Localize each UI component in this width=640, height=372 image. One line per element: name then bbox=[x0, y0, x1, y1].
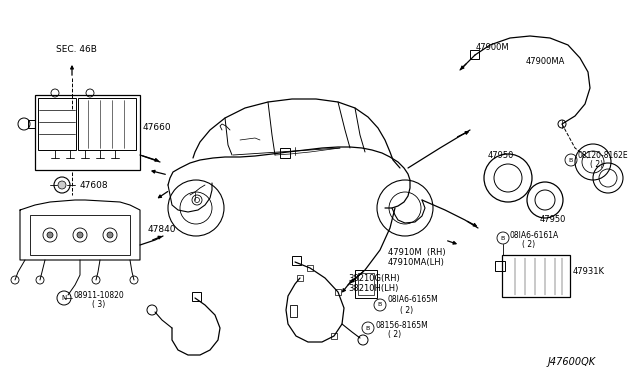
Text: ( 2): ( 2) bbox=[400, 305, 413, 314]
Text: ( 2): ( 2) bbox=[522, 241, 535, 250]
Bar bbox=[290, 305, 297, 317]
Bar bbox=[35, 95, 140, 170]
Text: 08156-8165M: 08156-8165M bbox=[375, 321, 428, 330]
Text: N: N bbox=[61, 295, 67, 301]
Bar bbox=[38, 98, 76, 150]
Bar bbox=[78, 98, 136, 150]
Bar bbox=[355, 270, 377, 298]
Text: B: B bbox=[500, 235, 504, 241]
Bar bbox=[280, 148, 290, 158]
Text: B: B bbox=[568, 157, 572, 163]
Text: 08911-10820: 08911-10820 bbox=[74, 291, 125, 299]
Text: 08IA6-6161A: 08IA6-6161A bbox=[510, 231, 559, 240]
Circle shape bbox=[107, 232, 113, 238]
Bar bbox=[292, 256, 301, 265]
Text: 47950: 47950 bbox=[540, 215, 566, 224]
Text: 08120-8162E: 08120-8162E bbox=[578, 151, 628, 160]
Text: 47910MA(LH): 47910MA(LH) bbox=[388, 257, 445, 266]
Bar bbox=[358, 273, 374, 295]
Bar bbox=[335, 289, 341, 295]
Text: 47660: 47660 bbox=[143, 124, 172, 132]
Bar bbox=[331, 333, 337, 339]
Text: 47900MA: 47900MA bbox=[526, 58, 565, 67]
Text: 47950: 47950 bbox=[488, 151, 515, 160]
Text: 47931K: 47931K bbox=[573, 267, 605, 276]
Text: SEC. 46B: SEC. 46B bbox=[56, 45, 97, 55]
Circle shape bbox=[58, 181, 66, 189]
Text: 47900M: 47900M bbox=[476, 42, 509, 51]
Bar bbox=[30, 215, 130, 255]
Circle shape bbox=[47, 232, 53, 238]
Text: 47910M  (RH): 47910M (RH) bbox=[388, 247, 445, 257]
Text: 47608: 47608 bbox=[80, 180, 109, 189]
Text: 47840: 47840 bbox=[148, 225, 177, 234]
Text: ( 2): ( 2) bbox=[590, 160, 603, 170]
Bar bbox=[297, 275, 303, 281]
Text: J47600QK: J47600QK bbox=[548, 357, 596, 367]
Bar bbox=[192, 292, 201, 301]
Bar bbox=[470, 50, 479, 59]
Text: ( 3): ( 3) bbox=[92, 301, 105, 310]
Text: B: B bbox=[365, 326, 369, 330]
Text: 38210G(RH): 38210G(RH) bbox=[348, 273, 400, 282]
Text: B: B bbox=[377, 302, 381, 308]
Text: ( 2): ( 2) bbox=[388, 330, 401, 340]
Text: 38210H(LH): 38210H(LH) bbox=[348, 283, 398, 292]
Text: 08IA6-6165M: 08IA6-6165M bbox=[387, 295, 438, 305]
Bar bbox=[495, 261, 505, 271]
Bar bbox=[502, 255, 570, 297]
Bar bbox=[307, 265, 313, 271]
Circle shape bbox=[77, 232, 83, 238]
